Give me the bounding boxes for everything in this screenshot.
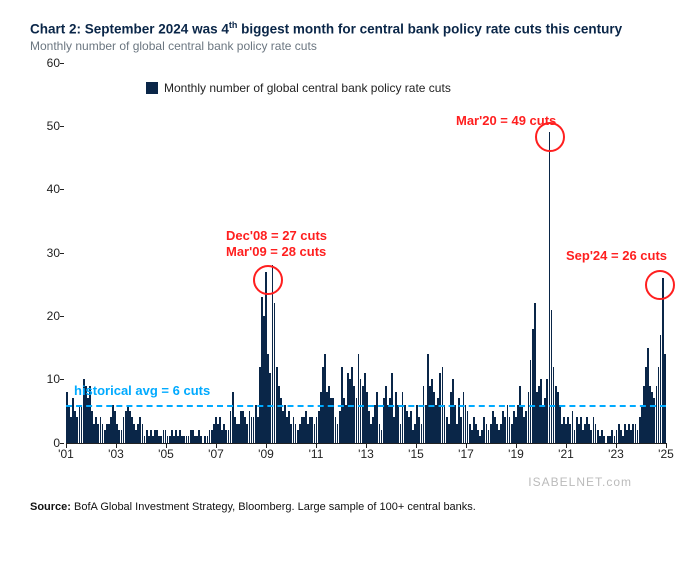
callout-label: Sep'24 = 26 cuts [566, 248, 667, 264]
x-tick-label: '21 [558, 447, 574, 461]
y-tick-label: 50 [30, 119, 60, 133]
y-tick [60, 316, 64, 317]
bar [603, 436, 605, 442]
chart-title: Chart 2: September 2024 was 4th biggest … [30, 20, 670, 37]
legend-swatch [146, 82, 158, 94]
y-tick [60, 379, 64, 380]
bar [200, 436, 202, 442]
chart-subtitle: Monthly number of global central bank po… [30, 39, 670, 53]
bar [664, 354, 666, 443]
historical-avg-line [66, 405, 666, 407]
source-note: Source: BofA Global Investment Strategy,… [30, 501, 670, 513]
x-tick-label: '09 [258, 447, 274, 461]
x-tick-label: '03 [108, 447, 124, 461]
legend: Monthly number of global central bank po… [146, 81, 451, 95]
plot-area: historical avg = 6 cuts Monthly number o… [66, 63, 666, 444]
historical-avg-label: historical avg = 6 cuts [74, 383, 210, 398]
y-tick [60, 63, 64, 64]
x-tick-label: '25 [658, 447, 674, 461]
watermark: ISABELNET.com [528, 475, 632, 489]
y-tick-label: 60 [30, 56, 60, 70]
title-prefix: Chart 2: September 2024 was 4 [30, 22, 229, 37]
y-tick-label: 0 [30, 436, 60, 450]
y-tick-label: 40 [30, 182, 60, 196]
x-tick-label: '17 [458, 447, 474, 461]
x-tick-label: '07 [208, 447, 224, 461]
x-tick-label: '15 [408, 447, 424, 461]
chart-container: 0102030405060 historical avg = 6 cuts Mo… [30, 63, 670, 483]
callout-circle [645, 270, 675, 300]
x-tick-label: '23 [608, 447, 624, 461]
title-suffix: biggest month for central bank policy ra… [237, 22, 622, 37]
callout-circle [253, 265, 283, 295]
legend-label: Monthly number of global central bank po… [164, 81, 451, 95]
x-tick-label: '05 [158, 447, 174, 461]
callout-circle [535, 122, 565, 152]
x-tick-label: '01 [58, 447, 74, 461]
x-tick-label: '13 [358, 447, 374, 461]
y-tick-label: 20 [30, 309, 60, 323]
y-tick [60, 443, 64, 444]
callout-label: Dec'08 = 27 cutsMar'09 = 28 cuts [226, 228, 327, 261]
y-tick [60, 253, 64, 254]
y-tick-label: 10 [30, 372, 60, 386]
source-label: Source: [30, 501, 71, 513]
x-tick-label: '19 [508, 447, 524, 461]
source-text: BofA Global Investment Strategy, Bloombe… [71, 501, 476, 513]
x-tick-label: '11 [309, 447, 324, 461]
y-tick [60, 189, 64, 190]
y-tick-label: 30 [30, 246, 60, 260]
y-tick [60, 126, 64, 127]
